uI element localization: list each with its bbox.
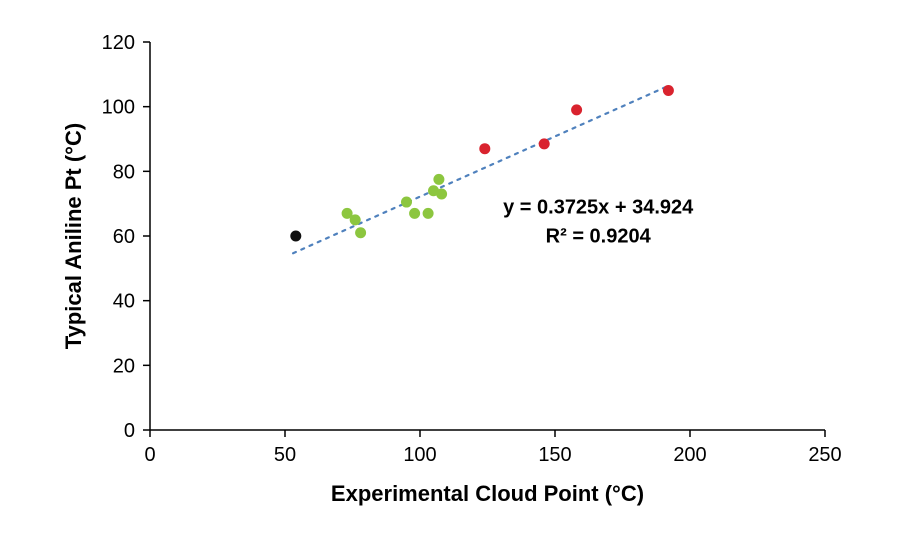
x-tick-label: 100 bbox=[403, 444, 436, 466]
x-tick-label: 250 bbox=[808, 444, 841, 466]
point-green bbox=[350, 214, 361, 225]
y-axis-title: Typical Aniline Pt (°C) bbox=[61, 123, 86, 349]
y-tick-label: 100 bbox=[102, 97, 135, 119]
y-tick-label: 0 bbox=[124, 420, 135, 442]
chart-svg: 0 50 100 150 200 250 0 20 40 60 80 100 120 Experiment… bbox=[0, 0, 900, 550]
y-tick-label: 80 bbox=[113, 161, 135, 183]
x-tick-label: 0 bbox=[144, 444, 155, 466]
point-green bbox=[436, 188, 447, 199]
point-red bbox=[479, 143, 490, 154]
x-tick-label: 200 bbox=[673, 444, 706, 466]
point-green bbox=[423, 208, 434, 219]
scatter-chart: 0 50 100 150 200 250 0 20 40 60 80 100 120 Experiment… bbox=[0, 0, 900, 550]
point-green bbox=[355, 227, 366, 238]
point-black bbox=[290, 231, 301, 242]
point-green bbox=[401, 197, 412, 208]
y-tick-label: 40 bbox=[113, 291, 135, 313]
point-red bbox=[663, 85, 674, 96]
equation-label: y = 0.3725x + 34.924 bbox=[503, 196, 694, 218]
y-tick-label: 20 bbox=[113, 355, 135, 377]
x-tick-label: 50 bbox=[274, 444, 296, 466]
y-tick-label: 60 bbox=[113, 226, 135, 248]
x-tick-label: 150 bbox=[538, 444, 571, 466]
point-red bbox=[571, 104, 582, 115]
r2-label: R² = 0.9204 bbox=[546, 225, 652, 247]
y-tick-label: 120 bbox=[102, 32, 135, 54]
x-axis-title: Experimental Cloud Point (°C) bbox=[331, 481, 644, 506]
point-green bbox=[433, 174, 444, 185]
point-green bbox=[409, 208, 420, 219]
chart-bg bbox=[0, 0, 900, 550]
point-red bbox=[539, 138, 550, 149]
